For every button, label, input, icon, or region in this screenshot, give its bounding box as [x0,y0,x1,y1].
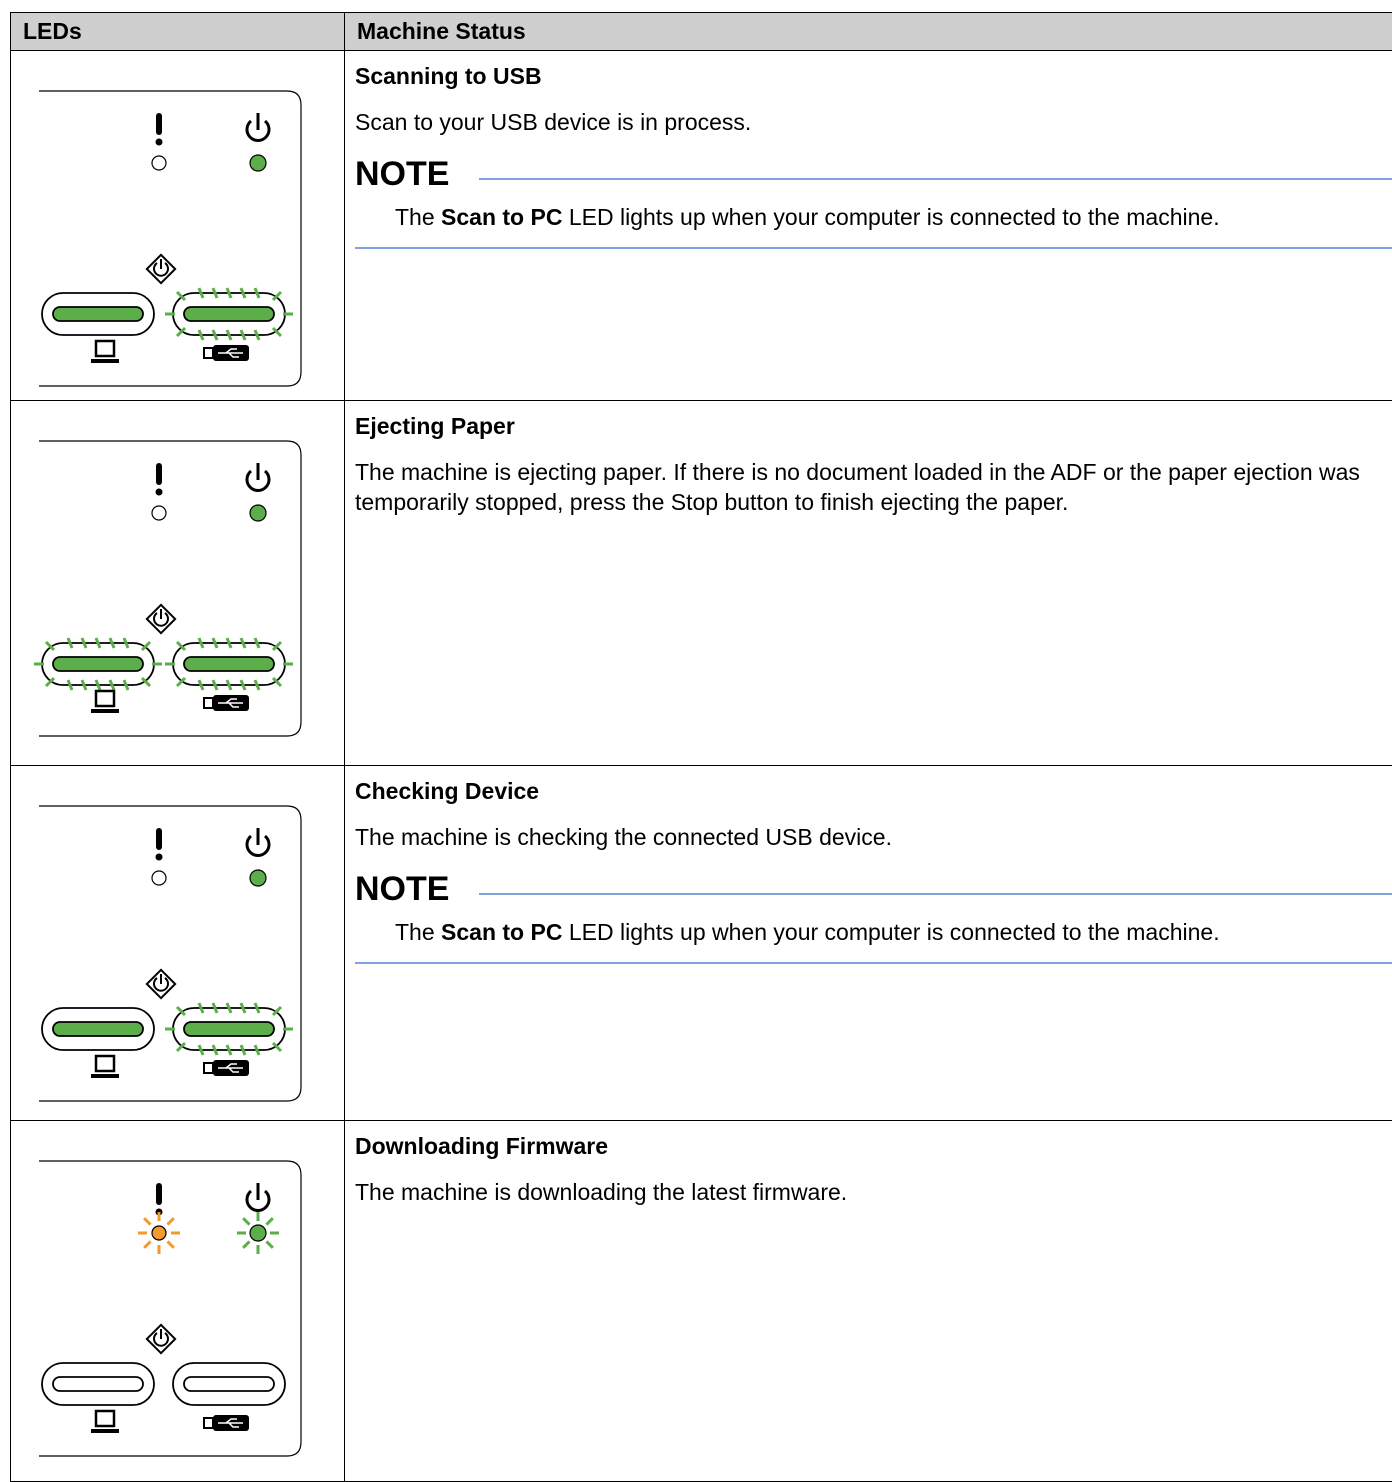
header-cell: LEDs [11,13,345,51]
pc-icon [91,1429,119,1433]
pc-icon [96,341,114,356]
led-ray [167,1218,173,1224]
power-led [250,505,266,521]
status-cell: Ejecting Paper The machine is ejecting pa… [345,401,1392,766]
led-panel [11,1121,344,1466]
note-rule [479,178,1392,180]
note: NOTE The Scan to PC LED lights up when yo… [355,155,1392,249]
error-led [152,156,166,170]
usb-icon [204,348,213,358]
pc-icon [96,691,114,706]
led-panel [11,51,344,396]
leds-cell [11,401,345,766]
button-led [53,1022,143,1036]
error-icon [156,139,163,146]
note-heading-row: NOTE [355,870,1392,909]
error-led [152,506,166,520]
error-icon [156,113,162,135]
status-text: Scan to your USB device is in process. [355,107,1385,137]
error-led [152,871,166,885]
button-led [184,657,274,671]
pc-icon [91,359,119,363]
status-text: The machine is ejecting paper. If there … [355,457,1385,517]
table-row: Checking Device The machine is checking t… [11,766,1392,1121]
led-ray [144,1218,150,1224]
error-icon [156,828,162,850]
header-cell: Machine Status [345,13,1392,51]
status-text: The machine is checking the connected US… [355,822,1385,852]
pc-icon [91,709,119,713]
status-cell: Scanning to USB Scan to your USB device i… [345,51,1392,401]
note-body: The Scan to PC LED lights up when your c… [355,919,1392,964]
button-led [184,1022,274,1036]
error-icon [156,489,163,496]
leds-cell [11,766,345,1121]
note-text: LED lights up when your computer is conn… [569,204,1220,230]
button-led [53,1377,143,1391]
note-text: The [395,204,435,230]
status-title: Scanning to USB [355,63,1392,90]
led-panel [11,401,344,746]
led-ray [266,1218,272,1224]
table-row: Downloading Firmware The machine is downl… [11,1121,1392,1482]
usb-icon [204,1063,213,1073]
error-icon [156,463,162,485]
note-rule [479,893,1392,895]
usb-icon [204,1418,213,1428]
led-ray [243,1218,249,1224]
note-body: The Scan to PC LED lights up when your c… [355,204,1392,249]
note-heading-row: NOTE [355,155,1392,194]
power-led [250,155,266,171]
power-led [250,1225,266,1241]
table-row: Ejecting Paper The machine is ejecting pa… [11,401,1392,766]
note: NOTE The Scan to PC LED lights up when yo… [355,870,1392,964]
status-title: Checking Device [355,778,1392,805]
note-heading: NOTE [355,155,449,194]
pc-icon [96,1411,114,1426]
power-led [250,870,266,886]
usb-icon [204,698,213,708]
led-ray [144,1241,150,1247]
panel-outline [39,441,301,736]
button-led [184,1377,274,1391]
note-bold: Scan to PC [441,919,562,945]
status-text: The machine is downloading the latest fi… [355,1177,1385,1207]
note-text: LED lights up when your computer is conn… [569,919,1220,945]
led-ray [243,1241,249,1247]
panel-outline [39,91,301,386]
error-icon [156,854,163,861]
pc-icon [96,1056,114,1071]
button-led [184,307,274,321]
button-led [53,307,143,321]
error-led [152,1226,166,1240]
status-cell: Downloading Firmware The machine is downl… [345,1121,1392,1482]
table-row: Scanning to USB Scan to your USB device i… [11,51,1392,401]
leds-cell [11,51,345,401]
panel-outline [39,806,301,1101]
note-heading: NOTE [355,870,449,909]
led-ray [266,1241,272,1247]
status-table: LEDs Machine Status Scanning to USB Scan … [10,12,1392,1482]
led-panel [11,766,344,1111]
note-bold: Scan to PC [441,204,562,230]
status-title: Downloading Firmware [355,1133,1392,1160]
status-cell: Checking Device The machine is checking t… [345,766,1392,1121]
status-title: Ejecting Paper [355,413,1392,440]
pc-icon [91,1074,119,1078]
led-ray [167,1241,173,1247]
error-icon [156,1183,162,1205]
note-text: The [395,919,435,945]
button-led [53,657,143,671]
panel-outline [39,1161,301,1456]
leds-cell [11,1121,345,1482]
